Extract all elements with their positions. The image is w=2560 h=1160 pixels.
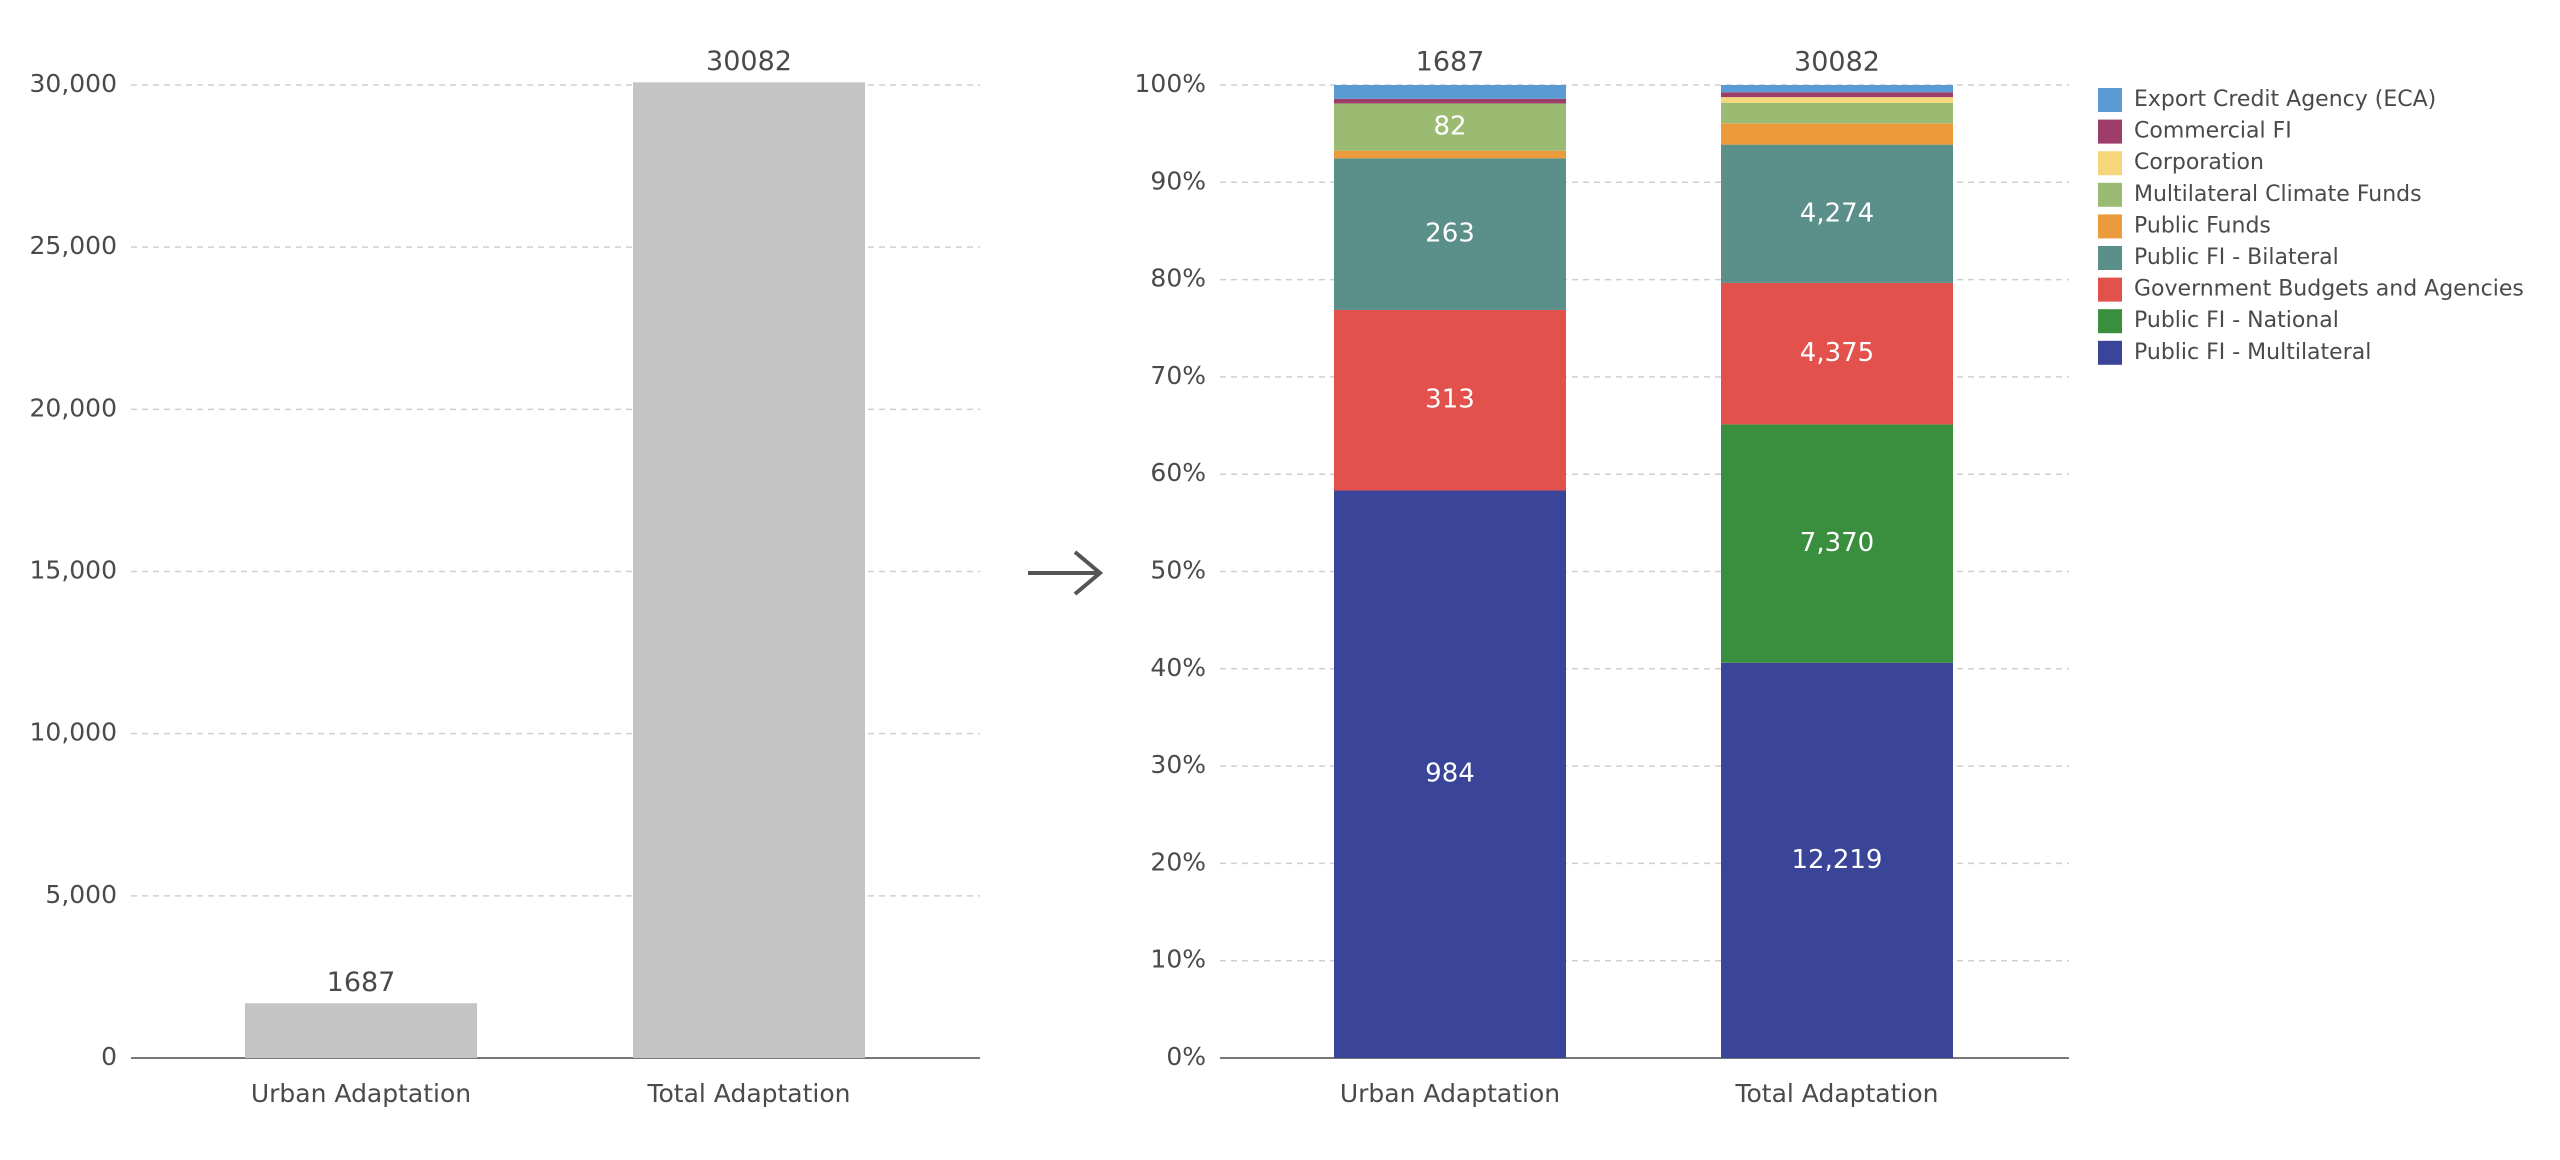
legend-swatch — [2098, 119, 2122, 144]
bar-segment — [1721, 123, 1953, 145]
arrow — [1028, 550, 1104, 596]
y-tick-label: 10,000 — [30, 718, 117, 747]
bar-segment — [1334, 150, 1566, 159]
y-tick-label: 15,000 — [30, 556, 117, 585]
y-tick-label: 60% — [1150, 458, 1206, 487]
segment-label: 82 — [1433, 112, 1466, 142]
total-label: 1687 — [1416, 47, 1485, 78]
legend-swatch — [2098, 340, 2122, 365]
y-tick-label: 20% — [1150, 847, 1206, 876]
bar-segment — [1334, 98, 1566, 104]
y-tick-label: 100% — [1135, 69, 1206, 98]
bar-segment — [1721, 85, 1953, 93]
legend-swatch — [2098, 214, 2122, 239]
legend-label: Public Funds — [2134, 213, 2271, 238]
bar-segment — [1334, 85, 1566, 99]
segment-label: 4,375 — [1800, 338, 1874, 368]
legend-label: Public FI - Bilateral — [2134, 245, 2339, 270]
legend-swatch — [2098, 151, 2122, 176]
legend-label: Commercial FI — [2134, 119, 2292, 144]
y-tick-label: 0% — [1166, 1042, 1206, 1071]
legend-swatch — [2098, 182, 2122, 207]
y-tick-label: 50% — [1150, 556, 1206, 585]
legend-label: Export Credit Agency (ECA) — [2134, 87, 2436, 112]
y-tick-label: 30% — [1150, 750, 1206, 779]
x-tick-label: Urban Adaptation — [1340, 1079, 1560, 1108]
bar — [245, 1003, 477, 1058]
bar — [633, 82, 865, 1059]
y-tick-label: 0 — [101, 1042, 117, 1071]
legend-label: Multilateral Climate Funds — [2134, 182, 2422, 207]
segment-label: 7,370 — [1800, 528, 1874, 558]
x-tick-label: Urban Adaptation — [251, 1079, 471, 1108]
bar-segment — [1334, 158, 1566, 310]
y-tick-label: 40% — [1150, 653, 1206, 682]
bar-segment — [1721, 92, 1953, 98]
y-tick-label: 25,000 — [30, 231, 117, 260]
y-tick-label: 5,000 — [45, 880, 117, 909]
legend-label: Public FI - National — [2134, 308, 2339, 333]
bar-segment — [1334, 309, 1566, 491]
bar-segment — [1721, 662, 1953, 1058]
y-tick-label: 90% — [1150, 166, 1206, 195]
x-tick-label: Total Adaptation — [1734, 1079, 1938, 1108]
bar-segment — [1334, 103, 1566, 151]
segment-label: 313 — [1425, 385, 1475, 415]
x-tick-label: Total Adaptation — [646, 1079, 850, 1108]
value-label: 1687 — [327, 967, 396, 998]
bar-segment — [1721, 144, 1953, 283]
legend-label: Corporation — [2134, 150, 2264, 175]
y-tick-label: 80% — [1150, 264, 1206, 293]
y-tick-label: 10% — [1150, 945, 1206, 974]
bar-segment — [1721, 424, 1953, 663]
value-label: 30082 — [706, 46, 792, 77]
legend-label: Government Budgets and Agencies — [2134, 277, 2524, 302]
legend-swatch — [2098, 246, 2122, 270]
segment-label: 984 — [1425, 759, 1475, 789]
y-tick-label: 30,000 — [30, 69, 117, 98]
y-tick-label: 20,000 — [30, 393, 117, 422]
segment-label: 263 — [1425, 219, 1475, 249]
bar-segment — [1721, 97, 1953, 103]
segment-label: 4,274 — [1800, 198, 1874, 228]
total-label: 30082 — [1794, 47, 1880, 78]
legend-swatch — [2098, 277, 2122, 302]
legend-label: Public FI - Multilateral — [2134, 340, 2371, 365]
bar-segment — [1721, 282, 1953, 425]
bar-segment — [1334, 490, 1566, 1058]
legend-swatch — [2098, 88, 2122, 112]
bar-segment — [1721, 102, 1953, 124]
segment-label: 12,219 — [1792, 845, 1883, 875]
legend-swatch — [2098, 309, 2122, 334]
y-tick-label: 70% — [1150, 361, 1206, 390]
